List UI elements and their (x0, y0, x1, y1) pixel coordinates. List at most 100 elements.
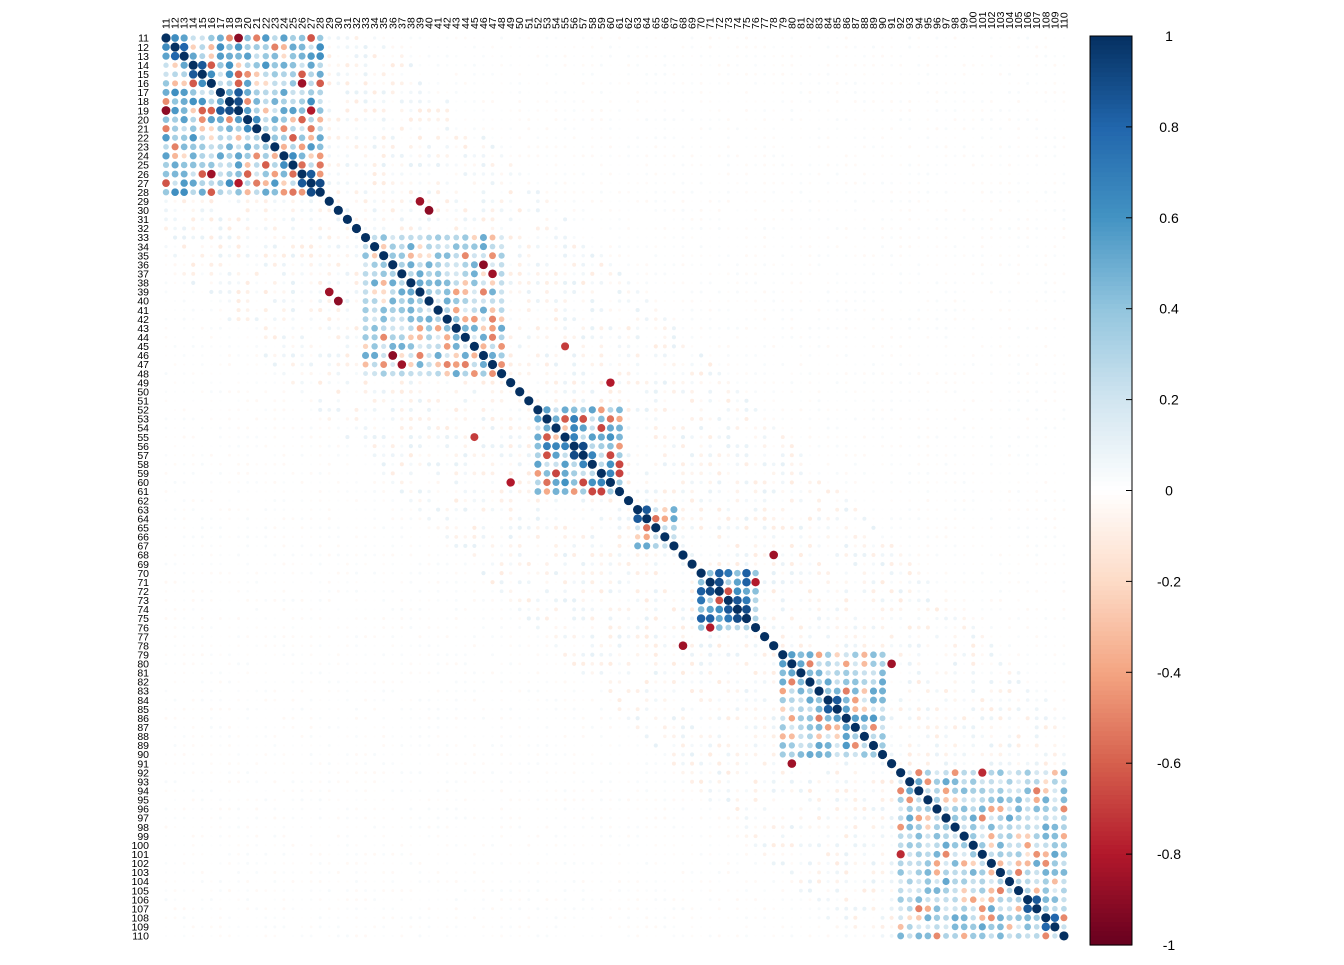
corr-cell-35-30 (336, 254, 340, 258)
corr-cell-50-33 (363, 389, 368, 394)
corr-cell-31-31 (342, 214, 352, 224)
corr-cell-59-82 (808, 472, 812, 475)
corr-cell-24-104 (1008, 154, 1011, 158)
corr-cell-58-86 (845, 463, 848, 466)
corr-cell-24-60 (609, 154, 612, 158)
corr-cell-18-19 (234, 97, 243, 106)
corr-cell-15-22 (262, 71, 269, 78)
corr-cell-49-55 (563, 380, 568, 385)
corr-cell-27-110 (1062, 181, 1066, 185)
corr-cell-25-52 (536, 163, 540, 167)
corr-cell-44-16 (209, 335, 213, 339)
corr-cell-57-71 (708, 453, 713, 458)
corr-cell-19-64 (645, 109, 648, 112)
corr-cell-46-45 (471, 352, 478, 359)
corr-cell-36-58 (590, 263, 594, 267)
corr-cell-57-86 (844, 453, 848, 457)
corr-cell-56-78 (772, 444, 775, 448)
corr-cell-39-28 (318, 290, 322, 294)
corr-cell-27-20 (244, 180, 251, 187)
corr-cell-19-38 (409, 108, 413, 113)
corr-cell-13-81 (799, 54, 803, 58)
corr-cell-16-35 (382, 81, 386, 85)
corr-cell-58-48 (500, 462, 503, 466)
corr-cell-54-97 (944, 426, 948, 430)
corr-cell-45-26 (300, 344, 304, 349)
corr-cell-26-78 (772, 172, 775, 176)
corr-cell-59-107 (1035, 472, 1038, 475)
corr-cell-53-109 (1053, 417, 1057, 421)
corr-cell-16-67 (672, 81, 676, 85)
corr-cell-56-102 (989, 444, 993, 448)
corr-cell-13-91 (890, 54, 893, 58)
corr-cell-50-107 (1035, 390, 1039, 394)
corr-cell-16-77 (763, 82, 766, 85)
corr-cell-59-101 (981, 472, 984, 475)
corr-cell-57-47 (491, 453, 494, 457)
corr-cell-13-69 (690, 55, 694, 58)
corr-cell-14-22 (262, 61, 270, 69)
corr-cell-22-100 (972, 136, 975, 139)
corr-cell-46-70 (699, 353, 704, 358)
corr-cell-59-11 (164, 471, 168, 475)
corr-cell-44-26 (300, 335, 305, 340)
corr-cell-25-110 (1062, 163, 1066, 167)
corr-cell-25-61 (618, 163, 621, 167)
corr-cell-16-18 (226, 80, 233, 87)
corr-cell-24-109 (1053, 154, 1057, 158)
corr-cell-20-72 (717, 118, 721, 121)
corr-cell-50-55 (563, 389, 567, 394)
corr-cell-20-50 (518, 118, 522, 121)
corr-cell-26-86 (845, 172, 848, 176)
corr-cell-35-69 (690, 254, 694, 257)
corr-cell-41-34 (371, 307, 378, 313)
corr-cell-15-42 (446, 73, 449, 76)
corr-cell-57-65 (654, 454, 657, 457)
corr-cell-43-88 (863, 327, 866, 330)
corr-cell-42-15 (201, 318, 204, 321)
corr-cell-38-57 (581, 280, 586, 285)
corr-cell-29-46 (481, 199, 486, 204)
corr-cell-15-52 (536, 73, 540, 76)
corr-cell-22-33 (364, 136, 367, 140)
corr-cell-18-108 (1044, 100, 1048, 103)
corr-cell-49-48 (499, 380, 504, 385)
corr-cell-34-104 (1008, 245, 1011, 248)
corr-cell-23-16 (208, 144, 215, 150)
corr-cell-54-75 (745, 426, 748, 430)
corr-cell-55-105 (1017, 435, 1021, 439)
corr-cell-36-24 (282, 262, 286, 267)
corr-cell-60-33 (364, 481, 367, 484)
corr-cell-21-14 (189, 125, 197, 132)
corr-cell-16-16 (206, 78, 216, 88)
corr-cell-32-52 (535, 226, 540, 231)
corr-cell-23-91 (890, 145, 893, 148)
corr-cell-30-13 (182, 209, 186, 212)
corr-cell-33-56 (572, 236, 576, 240)
corr-cell-14-42 (445, 63, 449, 67)
corr-cell-33-62 (627, 236, 630, 239)
corr-cell-50-17 (218, 390, 222, 394)
corr-cell-60-72 (717, 480, 722, 485)
corr-cell-52-109 (1053, 408, 1056, 411)
corr-cell-54-82 (808, 426, 812, 430)
corr-cell-39-22 (263, 289, 268, 295)
corr-cell-18-103 (999, 100, 1002, 103)
corr-cell-51-35 (381, 399, 386, 403)
corr-cell-54-110 (1062, 426, 1066, 430)
corr-cell-42-90 (881, 317, 884, 321)
corr-cell-31-68 (681, 218, 685, 221)
corr-cell-21-11 (162, 125, 170, 133)
corr-cell-47-57 (581, 363, 585, 366)
corr-cell-48-87 (853, 372, 857, 375)
corr-cell-60-100 (972, 481, 975, 484)
corr-cell-23-104 (1008, 145, 1011, 149)
corr-cell-49-89 (872, 381, 875, 384)
corr-cell-26-100 (972, 172, 975, 176)
corr-cell-17-69 (690, 91, 694, 94)
corr-cell-43-37 (399, 325, 405, 331)
corr-cell-21-12 (171, 125, 179, 132)
corr-cell-50-71 (708, 389, 713, 394)
corr-cell-58-34 (373, 463, 376, 466)
corr-cell-33-107 (1035, 236, 1039, 239)
